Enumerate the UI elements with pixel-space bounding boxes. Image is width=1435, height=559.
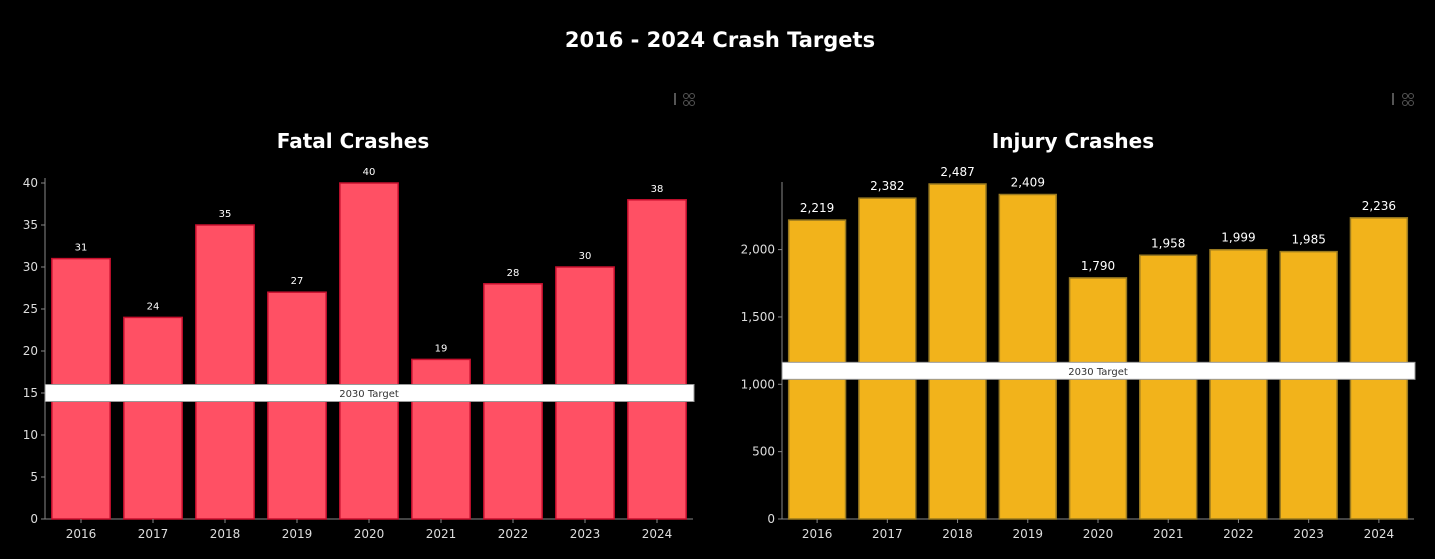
bar-2020 (1068, 277, 1128, 520)
y-tick-label: 0 (30, 512, 38, 526)
y-tick-label: 10 (23, 428, 38, 442)
bar-2021 (1139, 254, 1198, 520)
injury-crashes-chart: Injury Crashes 0 500 1,000 1,500 2,000 2,219 20… (741, 129, 1416, 541)
x-tick-label: 2023 (570, 527, 601, 541)
x-tick-label: 2020 (354, 527, 385, 541)
y-tick-label: 0 (767, 512, 775, 526)
chart-title: Fatal Crashes (277, 129, 430, 153)
target-label: 2030 Target (1068, 367, 1128, 378)
y-tick-label: 15 (23, 386, 38, 400)
x-tick-label: 2022 (1223, 527, 1254, 541)
data-label: 31 (75, 243, 88, 254)
x-tick-label: 2018 (942, 527, 973, 541)
x-tick-label: 2018 (210, 527, 241, 541)
x-tick-label: 2016 (802, 527, 833, 541)
data-label: 28 (507, 268, 520, 279)
data-label: 2,382 (870, 179, 904, 193)
data-label: 30 (579, 251, 592, 262)
page-title: 2016 - 2024 Crash Targets (565, 28, 875, 52)
x-tick-label: 2017 (872, 527, 903, 541)
y-tick-label: 30 (23, 260, 38, 274)
bar-2018 (195, 224, 255, 520)
y-tick-label: 2,000 (741, 243, 775, 257)
data-label: 2,236 (1362, 199, 1396, 213)
data-label: 2,487 (940, 165, 974, 179)
chart-menu-icon[interactable] (674, 93, 695, 106)
target-band (781, 361, 1416, 380)
chart-title: Injury Crashes (992, 129, 1154, 153)
x-tick-label: 2021 (426, 527, 457, 541)
bar-2019 (998, 193, 1057, 520)
x-tick-label: 2023 (1293, 527, 1324, 541)
x-tick-label: 2017 (138, 527, 169, 541)
bar-2019 (267, 291, 327, 520)
data-label: 1,790 (1081, 259, 1115, 273)
bar-2017 (123, 316, 183, 520)
bar-2021 (411, 358, 471, 520)
y-tick-label: 5 (30, 470, 38, 484)
y-tick-label: 20 (23, 344, 38, 358)
x-tick-label: 2024 (1364, 527, 1395, 541)
data-label: 24 (147, 301, 160, 312)
chart-menu-icon[interactable] (1392, 93, 1414, 106)
bar-2018 (928, 183, 987, 520)
bar-2017 (858, 197, 917, 520)
target-label: 2030 Target (339, 389, 399, 400)
y-tick-label: 1,000 (741, 377, 775, 391)
bar-2024 (627, 199, 687, 520)
y-tick-label: 25 (23, 302, 38, 316)
target-band (44, 384, 695, 402)
bar-2023 (1279, 250, 1338, 520)
y-tick-label: 40 (23, 176, 38, 190)
x-tick-label: 2020 (1083, 527, 1114, 541)
fatal-crashes-chart: Fatal Crashes 0 5 10 15 20 25 30 35 40 31 2016 24 201… (23, 129, 695, 541)
data-label: 38 (651, 184, 664, 195)
data-label: 1,985 (1291, 233, 1325, 247)
x-tick-label: 2024 (642, 527, 673, 541)
data-label: 1,999 (1221, 231, 1255, 245)
x-tick-label: 2019 (1013, 527, 1044, 541)
x-tick-label: 2021 (1153, 527, 1184, 541)
data-label: 2,409 (1011, 176, 1045, 190)
data-label: 19 (435, 343, 448, 354)
y-tick-label: 500 (752, 445, 775, 459)
bar-2022 (1209, 248, 1268, 520)
data-label: 40 (363, 167, 376, 178)
data-label: 1,958 (1151, 236, 1185, 250)
x-tick-label: 2022 (498, 527, 529, 541)
x-tick-label: 2016 (66, 527, 97, 541)
x-tick-label: 2019 (282, 527, 313, 541)
y-tick-label: 35 (23, 218, 38, 232)
data-label: 27 (291, 276, 304, 287)
data-label: 35 (219, 209, 232, 220)
bar-2020 (339, 182, 399, 520)
data-label: 2,219 (800, 201, 834, 215)
y-tick-label: 1,500 (741, 310, 775, 324)
